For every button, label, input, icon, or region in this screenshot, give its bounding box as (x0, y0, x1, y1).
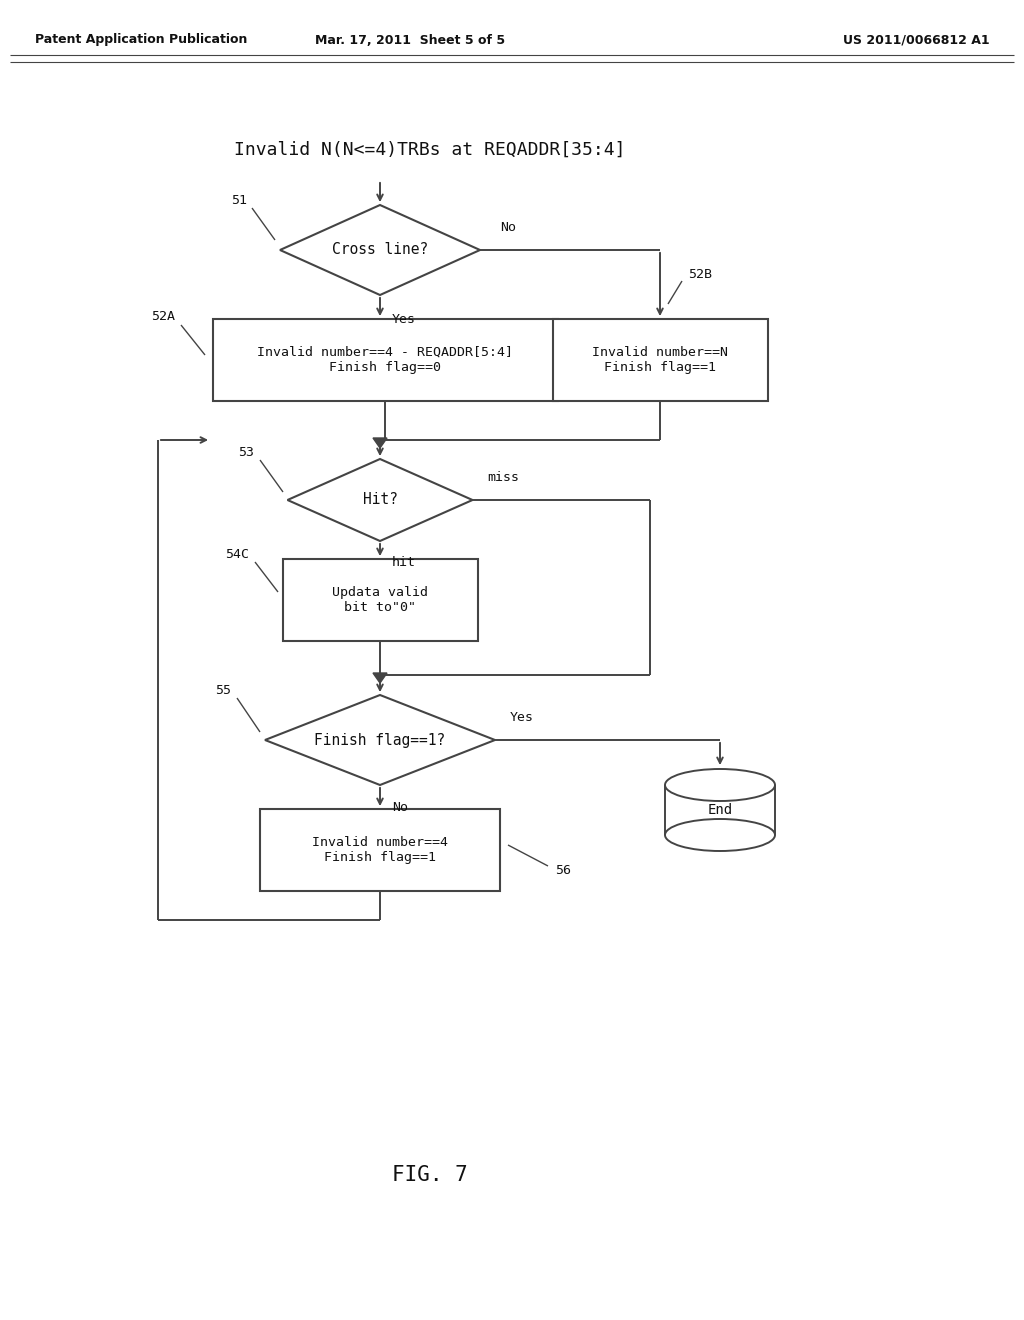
Text: Finish flag==1?: Finish flag==1? (314, 733, 445, 747)
Text: Yes: Yes (510, 711, 534, 723)
Text: 52B: 52B (688, 268, 712, 281)
Text: Updata valid
bit to"0": Updata valid bit to"0" (332, 586, 428, 614)
Text: Hit?: Hit? (362, 492, 397, 507)
Text: Patent Application Publication: Patent Application Publication (35, 33, 248, 46)
Polygon shape (373, 438, 387, 447)
Text: End: End (708, 803, 732, 817)
Text: No: No (392, 801, 408, 814)
Text: hit: hit (392, 556, 416, 569)
Text: Invalid number==4 - REQADDR[5:4]
Finish flag==0: Invalid number==4 - REQADDR[5:4] Finish … (257, 346, 513, 374)
Text: No: No (500, 220, 516, 234)
Text: Invalid N(N<=4)TRBs at REQADDR[35:4]: Invalid N(N<=4)TRBs at REQADDR[35:4] (234, 141, 626, 158)
Text: Invalid number==N
Finish flag==1: Invalid number==N Finish flag==1 (592, 346, 728, 374)
FancyBboxPatch shape (213, 319, 557, 401)
Polygon shape (265, 696, 495, 785)
Text: Mar. 17, 2011  Sheet 5 of 5: Mar. 17, 2011 Sheet 5 of 5 (315, 33, 505, 46)
Text: Invalid number==4
Finish flag==1: Invalid number==4 Finish flag==1 (312, 836, 449, 865)
Text: 55: 55 (215, 684, 231, 697)
Text: 53: 53 (238, 446, 254, 458)
Text: Cross line?: Cross line? (332, 243, 428, 257)
Ellipse shape (665, 770, 775, 801)
Polygon shape (288, 459, 472, 541)
Ellipse shape (665, 818, 775, 851)
FancyBboxPatch shape (553, 319, 768, 401)
Text: Yes: Yes (392, 313, 416, 326)
Text: FIG. 7: FIG. 7 (392, 1166, 468, 1185)
Text: miss: miss (487, 471, 519, 484)
Text: 52A: 52A (151, 310, 175, 323)
FancyBboxPatch shape (260, 809, 500, 891)
Text: 56: 56 (555, 863, 571, 876)
Text: 54C: 54C (225, 548, 249, 561)
FancyBboxPatch shape (283, 558, 477, 642)
Polygon shape (280, 205, 480, 294)
Text: US 2011/0066812 A1: US 2011/0066812 A1 (844, 33, 990, 46)
Text: 51: 51 (231, 194, 247, 206)
Polygon shape (373, 673, 387, 682)
